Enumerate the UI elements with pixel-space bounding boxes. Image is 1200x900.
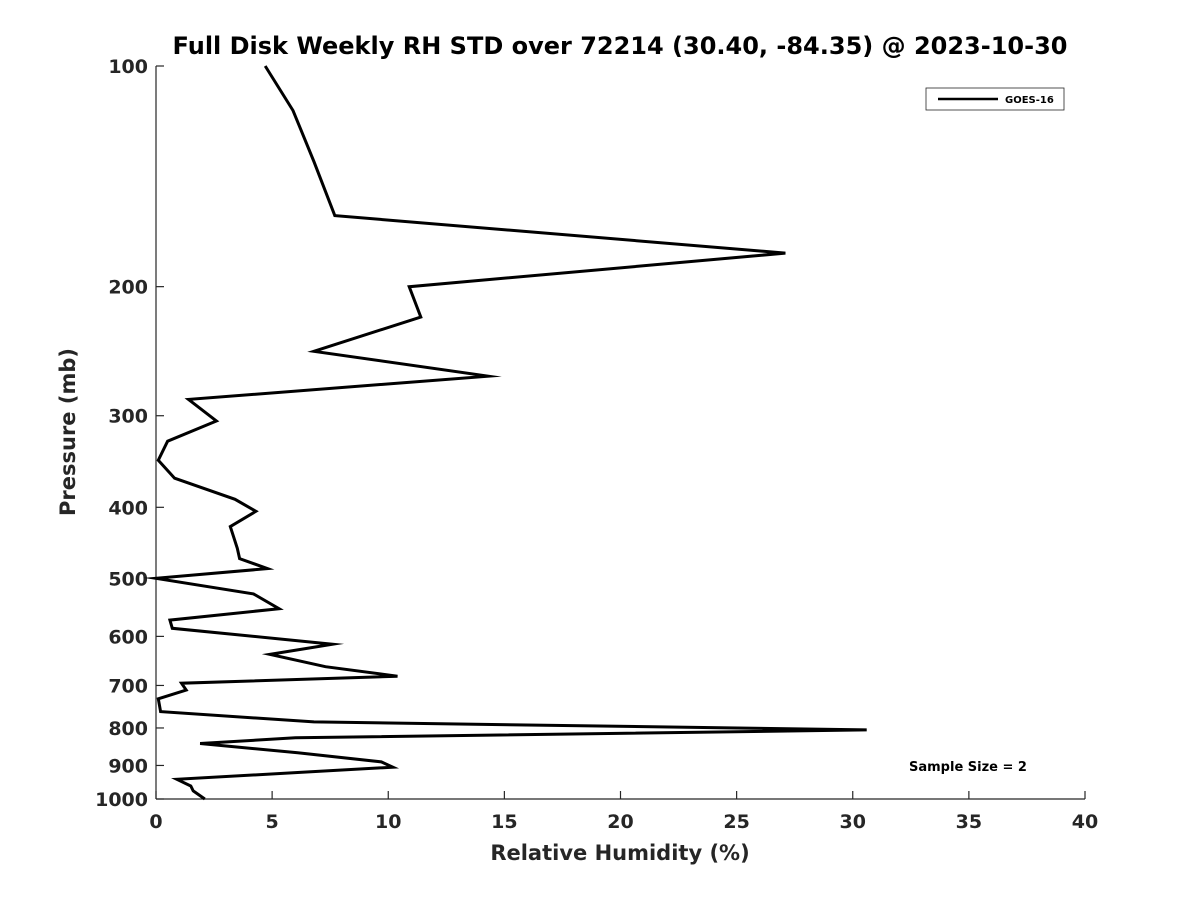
x-ticks: 0 5 10 15 20 25 30 35 40 [149, 791, 1098, 833]
x-tick-label: 20 [607, 811, 633, 833]
series-layer [143, 65, 867, 801]
chart-title: Full Disk Weekly RH STD over 72214 (30.4… [173, 32, 1068, 60]
x-tick-label: 30 [840, 811, 866, 833]
legend-label-goes-16: GOES-16 [1005, 95, 1054, 106]
x-axis-label: Relative Humidity (%) [490, 841, 749, 865]
x-tick-label: 10 [375, 811, 401, 833]
plot-area: 100 200 300 400 500 600 700 800 900 1000 0 5 10 15 20… [95, 56, 1098, 833]
y-tick-label: 700 [108, 675, 148, 697]
y-tick-label: 400 [108, 497, 148, 519]
y-ticks: 100 200 300 400 500 600 700 800 900 1000 [95, 56, 164, 811]
y-tick-label: 100 [108, 56, 148, 78]
x-tick-label: 5 [266, 811, 279, 833]
y-tick-label: 800 [108, 718, 148, 740]
legend: GOES-16 [925, 87, 1065, 111]
x-tick-label: 25 [723, 811, 749, 833]
y-tick-label: 1000 [95, 789, 148, 811]
y-tick-label: 200 [108, 277, 148, 299]
x-tick-label: 40 [1072, 811, 1098, 833]
sample-size-annotation: Sample Size = 2 [909, 760, 1027, 775]
y-tick-label: 900 [108, 755, 148, 777]
y-axis-label: Pressure (mb) [56, 348, 80, 516]
x-tick-label: 0 [149, 811, 162, 833]
y-tick-label: 500 [108, 568, 148, 590]
series-line-goes-16 [143, 65, 867, 801]
y-tick-label: 600 [108, 626, 148, 648]
x-tick-label: 35 [956, 811, 982, 833]
x-tick-label: 15 [491, 811, 517, 833]
y-tick-label: 300 [108, 406, 148, 428]
